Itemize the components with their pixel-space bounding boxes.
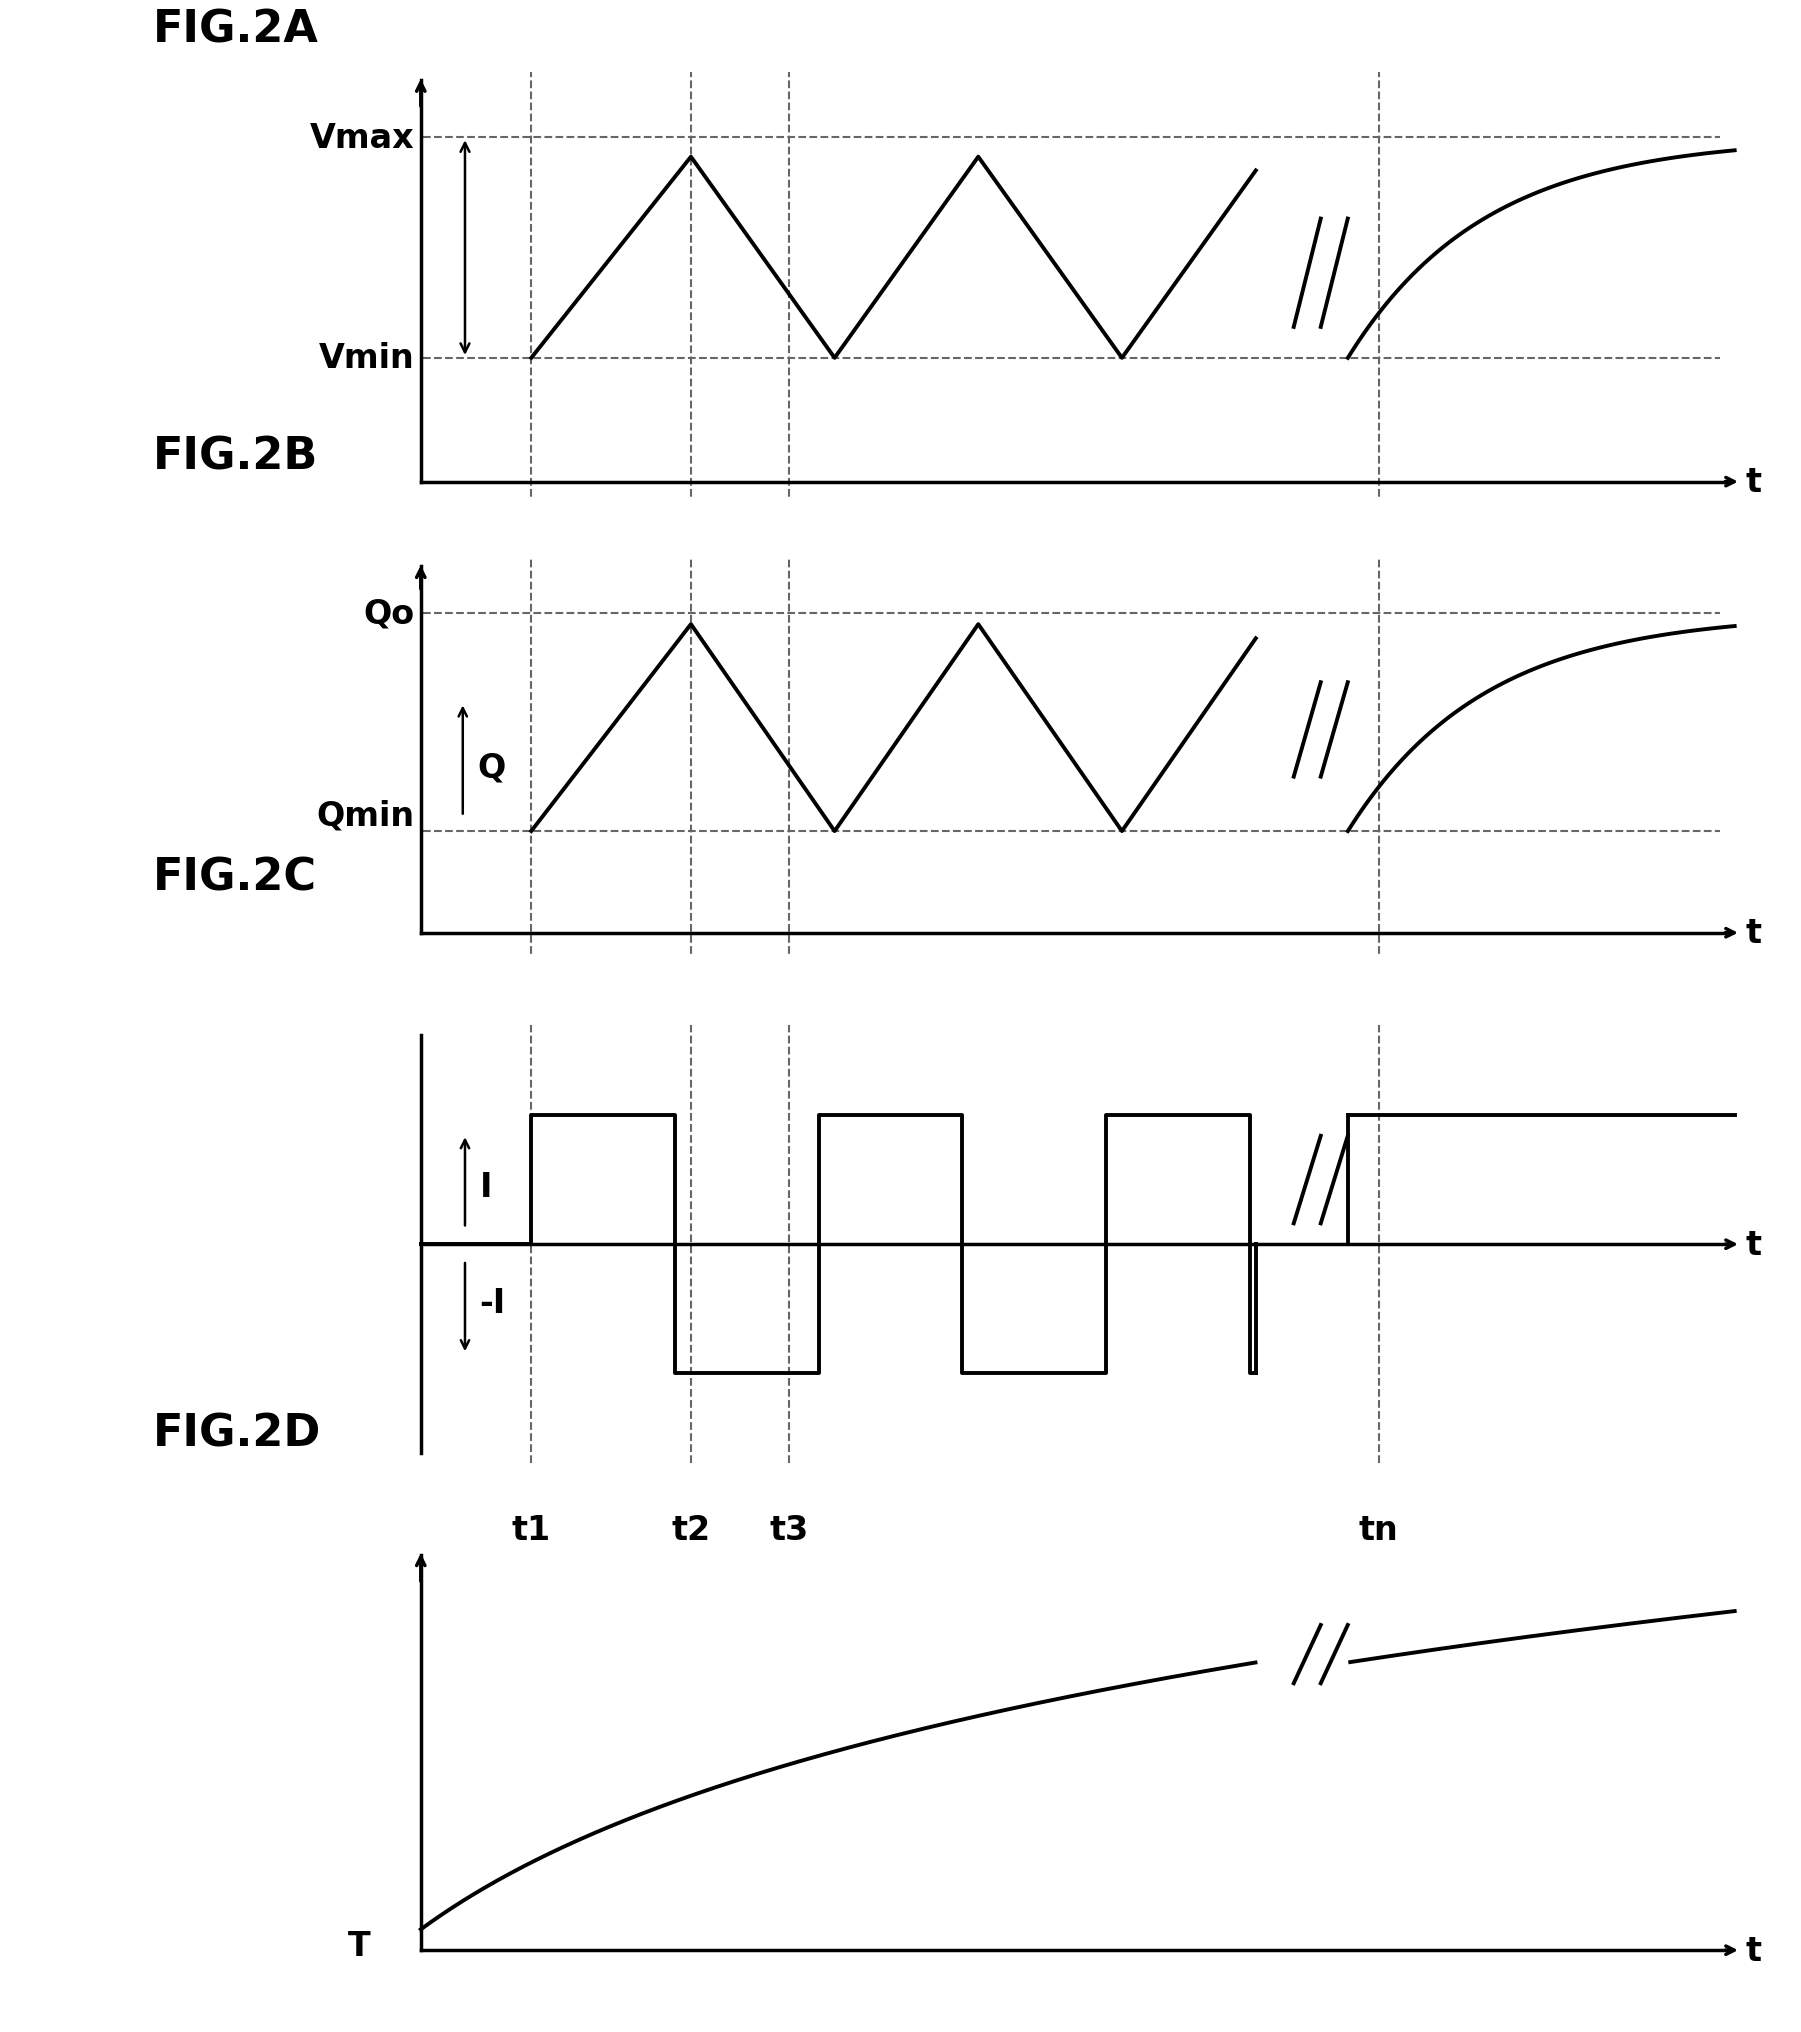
Text: t: t	[1745, 465, 1761, 500]
Text: I: I	[479, 1170, 492, 1203]
Text: Qmin: Qmin	[317, 799, 414, 831]
Text: FIG.2D: FIG.2D	[153, 1412, 321, 1455]
Text: Vmin: Vmin	[319, 341, 414, 376]
Text: t3: t3	[769, 1514, 809, 1546]
Text: t1: t1	[511, 1514, 551, 1546]
Text: Q: Q	[477, 752, 506, 784]
Text: FIG.2C: FIG.2C	[153, 855, 317, 898]
Text: FIG.2A: FIG.2A	[153, 8, 319, 51]
Text: -I: -I	[479, 1286, 506, 1319]
Text: t2: t2	[672, 1514, 710, 1546]
Text: Qo: Qo	[364, 597, 414, 630]
Text: T: T	[348, 1930, 371, 1963]
Text: FIG.2B: FIG.2B	[153, 435, 319, 478]
Text: t: t	[1745, 1227, 1761, 1262]
Text: t: t	[1745, 1934, 1761, 1967]
Text: tn: tn	[1358, 1514, 1398, 1546]
Text: Vmax: Vmax	[310, 122, 414, 154]
Text: t: t	[1745, 916, 1761, 949]
